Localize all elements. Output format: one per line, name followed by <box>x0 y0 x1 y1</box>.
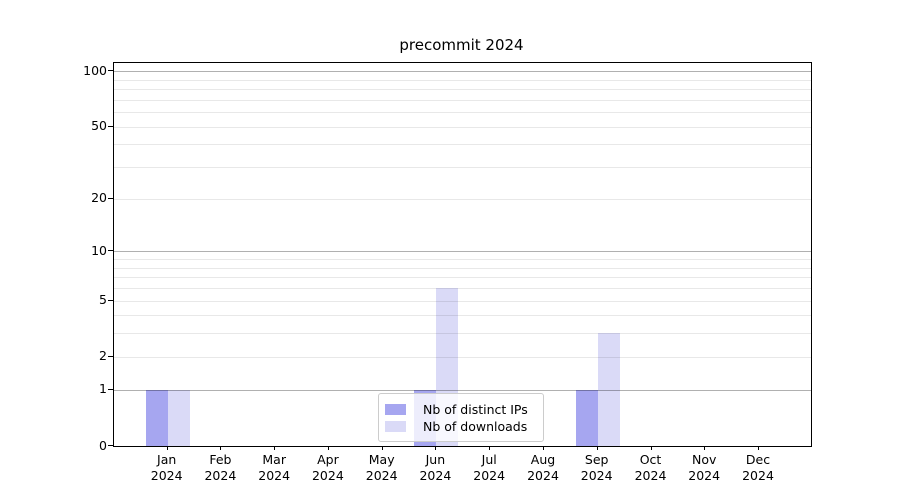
x-axis-tick-label-mar: Mar 2024 <box>258 452 291 483</box>
x-axis-tick-mark <box>327 446 329 450</box>
x-axis-tick-label-sep: Sep 2024 <box>580 452 613 483</box>
x-axis-tick-mark <box>596 446 598 450</box>
y-axis-tick-label-0: 0 <box>99 437 107 453</box>
y-axis-tick-label-1: 1 <box>99 381 107 397</box>
y-axis-tick-label-20: 20 <box>91 190 107 206</box>
gridline-y90 <box>114 79 811 81</box>
legend-label: Nb of downloads <box>423 418 528 434</box>
x-axis-tick-label-oct: Oct 2024 <box>634 452 667 483</box>
y-axis-tick-mark <box>108 445 113 446</box>
gridline-y6 <box>114 288 811 289</box>
gridline-y20 <box>114 198 811 200</box>
bar-jan-downloads <box>167 389 190 446</box>
y-axis-tick-label-10: 10 <box>91 242 107 258</box>
x-axis-tick-mark <box>220 446 222 450</box>
gridline-y70 <box>114 99 811 101</box>
x-axis-tick-mark <box>489 446 491 450</box>
x-axis-tick-label-aug: Aug 2024 <box>527 452 559 483</box>
gridline-y40 <box>114 144 811 146</box>
legend-swatch-icon <box>385 420 406 432</box>
gridline-y30 <box>114 167 811 169</box>
y-axis-tick-mark <box>108 250 113 252</box>
gridline-y1 <box>114 389 811 391</box>
legend-label: Nb of distinct IPs <box>423 401 528 417</box>
x-axis-tick-mark <box>543 446 544 450</box>
legend: Nb of distinct IPs Nb of downloads <box>378 393 544 442</box>
y-axis-tick-mark <box>108 355 113 357</box>
x-axis-tick-label-jan: Jan 2024 <box>150 452 183 483</box>
x-axis-tick-mark <box>381 446 383 450</box>
y-axis-tick-mark <box>108 197 113 199</box>
gridlines-layer <box>114 63 811 446</box>
gridline-y80 <box>114 89 811 91</box>
chart-title: precommit 2024 <box>399 36 524 54</box>
y-axis-tick-label-100: 100 <box>83 62 107 78</box>
x-axis-tick-label-nov: Nov 2024 <box>688 452 721 483</box>
gridline-y3 <box>114 333 811 335</box>
bar-jan-distinct-ips <box>145 389 168 446</box>
gridline-y7 <box>114 277 811 279</box>
y-axis-tick-label-5: 5 <box>99 292 107 307</box>
x-axis-tick-label-jul: Jul 2024 <box>473 452 506 483</box>
gridline-y4 <box>114 315 811 317</box>
legend-item: Nb of distinct IPs <box>385 401 536 417</box>
y-axis-tick-mark <box>108 125 113 127</box>
legend-swatch-icon <box>385 403 406 415</box>
legend-item: Nb of downloads <box>385 418 536 434</box>
bar-sep-distinct-ips <box>575 389 598 446</box>
x-axis-tick-label-jun: Jun 2024 <box>419 452 452 483</box>
x-axis-tick-mark <box>704 446 706 450</box>
x-axis-tick-label-feb: Feb 2024 <box>204 452 237 483</box>
y-axis-tick-mark <box>108 70 113 72</box>
bar-sep-downloads <box>597 333 620 446</box>
gridline-y8 <box>114 267 811 269</box>
y-axis-tick-mark <box>108 388 113 390</box>
gridline-y9 <box>114 259 811 260</box>
gridline-y60 <box>114 112 811 114</box>
x-axis-tick-label-dec: Dec 2024 <box>742 452 774 483</box>
y-axis-tick-mark <box>108 299 113 301</box>
x-axis-tick-mark <box>166 446 168 450</box>
gridline-y10 <box>114 251 811 253</box>
x-axis-tick-mark <box>274 446 276 450</box>
x-axis-tick-mark <box>650 446 652 450</box>
x-axis-tick-label-apr: Apr 2024 <box>311 452 344 483</box>
y-axis-tick-label-50: 50 <box>91 118 107 134</box>
x-axis-tick-mark <box>435 446 437 450</box>
y-axis-tick-label-2: 2 <box>99 348 107 364</box>
gridline-y50 <box>114 126 811 128</box>
gridline-y5 <box>114 300 811 302</box>
x-axis-tick-mark <box>758 446 759 450</box>
x-axis-tick-label-may: May 2024 <box>365 452 398 483</box>
gridline-y100 <box>114 71 811 73</box>
plot-area: Nb of distinct IPs Nb of downloads <box>113 62 812 447</box>
gridline-y2 <box>114 356 811 358</box>
